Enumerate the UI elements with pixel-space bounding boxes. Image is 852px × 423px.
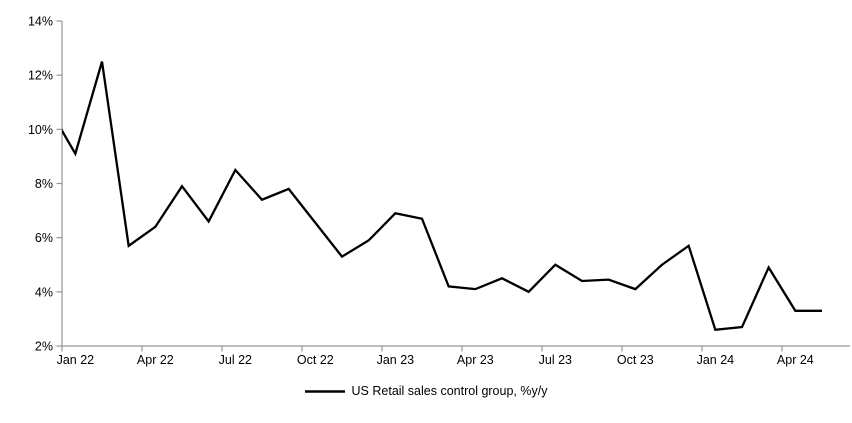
- y-tick-label: 14%: [28, 15, 53, 29]
- legend-label: US Retail sales control group, %y/y: [351, 384, 548, 398]
- legend: US Retail sales control group, %y/y: [0, 384, 852, 398]
- x-tick-label: Oct 22: [297, 353, 334, 367]
- y-tick-label: 12%: [28, 69, 53, 83]
- plot-area: 2% 4% 6% 8% 10% 12% 14% Jan 22 Apr 22 Jul 22 Oct 2…: [28, 15, 850, 367]
- y-tick-label: 2%: [35, 340, 53, 354]
- y-tick-label: 6%: [35, 231, 53, 245]
- data-line-us-retail-control-group: [62, 61, 822, 331]
- x-tick-label: Jan 22: [57, 353, 95, 367]
- y-tick-label: 10%: [28, 123, 53, 137]
- y-tick-label: 4%: [35, 285, 53, 299]
- x-tick-label: Apr 22: [137, 353, 174, 367]
- x-tick-label: Jan 23: [377, 353, 415, 367]
- x-tick-label: Oct 23: [617, 353, 654, 367]
- x-tick-label: Apr 24: [777, 353, 814, 367]
- x-tick-label: Apr 23: [457, 353, 494, 367]
- legend-line-sample: [304, 389, 345, 393]
- x-tick-label: Jul 22: [219, 353, 252, 367]
- y-tick-label: 8%: [35, 177, 53, 191]
- x-tick-label: Jul 23: [539, 353, 572, 367]
- x-tick-label: Jan 24: [697, 353, 735, 367]
